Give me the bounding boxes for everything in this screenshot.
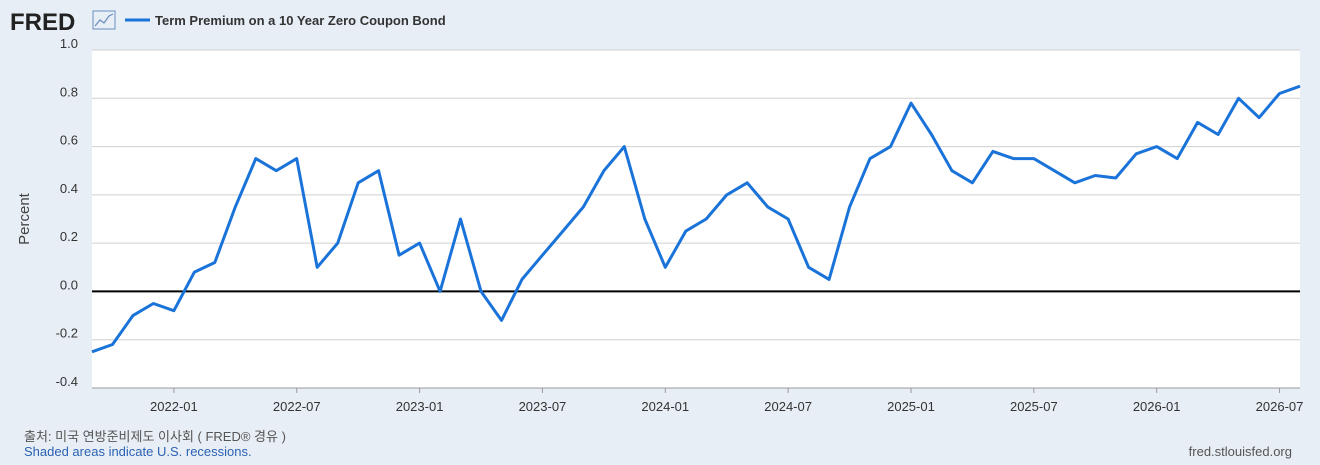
x-tick-label: 2022-01 (150, 399, 198, 414)
x-tick-label: 2026-07 (1256, 399, 1304, 414)
y-tick-label: 0.2 (60, 229, 78, 244)
data-line (91, 84, 1301, 354)
x-tick-label: 2023-01 (396, 399, 444, 414)
site-link[interactable]: fred.stlouisfed.org (1189, 444, 1292, 459)
plot-area (92, 50, 1300, 388)
y-tick-label: -0.2 (56, 326, 78, 341)
y-tick-label: 0.4 (60, 181, 78, 196)
y-tick-label: 0.6 (60, 133, 78, 148)
y-tick-label: 1.0 (60, 36, 78, 51)
x-tick-label: 2025-01 (887, 399, 935, 414)
x-tick-label: 2023-07 (519, 399, 567, 414)
x-tick-label: 2022-07 (273, 399, 321, 414)
y-tick-label: -0.4 (56, 374, 78, 389)
x-tick-label: 2024-07 (764, 399, 812, 414)
logo-icon-line (94, 13, 114, 27)
y-axis-label: Percent (16, 192, 33, 245)
x-tick-label: 2025-07 (1010, 399, 1058, 414)
y-tick-label: 0.0 (60, 277, 78, 292)
legend-label[interactable]: Term Premium on a 10 Year Zero Coupon Bo… (155, 13, 446, 28)
x-tick-label: 2024-01 (641, 399, 689, 414)
y-tick-label: 0.8 (60, 84, 78, 99)
x-tick-label: 2026-01 (1133, 399, 1181, 414)
logo-icon (92, 10, 116, 30)
source-note: 출처: 미국 연방준비제도 이사회 ( FRED® 경유 ) (24, 429, 286, 444)
recession-note[interactable]: Shaded areas indicate U.S. recessions. (24, 444, 252, 459)
logo[interactable]: FRED (10, 9, 75, 36)
